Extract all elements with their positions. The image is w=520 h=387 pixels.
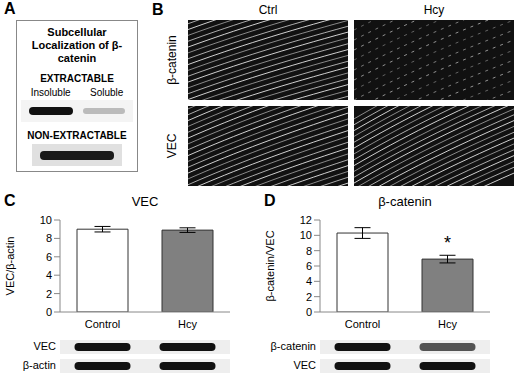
html-text:D: D [264,192,276,209]
svg-text:β-actin: β-actin [23,359,56,371]
svg-text:0: 0 [306,306,312,318]
html-text:Subcellular Localization of β-: Subcellular Localization of β-catenin [31,26,123,64]
svg-text:4: 4 [306,275,312,287]
svg-text:VEC: VEC [293,359,316,371]
html-text:C: C [4,192,16,209]
svg-text:VEC: VEC [33,340,56,352]
svg-text:8: 8 [46,232,52,244]
svg-text:β-catenin: β-catenin [165,35,179,85]
svg-text:2: 2 [306,291,312,303]
svg-text:10: 10 [300,229,312,241]
svg-text:VEC: VEC [165,133,179,158]
svg-text:0: 0 [46,306,52,318]
svg-text:B: B [152,1,164,18]
html-text:β-catenin: β-catenin [378,194,432,209]
svg-text:Hcy: Hcy [178,318,197,330]
html-text:NON-EXTRACTABLE: NON-EXTRACTABLE [27,130,127,141]
svg-text:2: 2 [46,288,52,300]
html-text:VEC: VEC [131,194,159,209]
svg-text:4: 4 [46,269,52,281]
svg-text:Hcy: Hcy [424,3,445,17]
svg-text:6: 6 [306,260,312,272]
svg-text:Control: Control [85,318,120,330]
svg-text:6: 6 [46,251,52,263]
svg-text:12: 12 [300,214,312,226]
svg-text:Hcy: Hcy [438,318,457,330]
svg-text:β-catenin: β-catenin [271,340,316,352]
svg-text:Control: Control [345,318,380,330]
html-text:Soluble: Soluble [90,87,124,98]
svg-text:8: 8 [306,245,312,257]
html-text:Insoluble: Insoluble [30,87,71,98]
svg-text:Ctrl: Ctrl [259,3,278,17]
html-text:A: A [4,0,16,17]
svg-text:VEC/β-actin: VEC/β-actin [4,237,16,296]
html-text:EXTRACTABLE: EXTRACTABLE [40,73,114,84]
svg-text:β-catenin/VEC: β-catenin/VEC [264,230,276,301]
svg-text:*: * [444,233,451,253]
svg-text:10: 10 [40,214,52,226]
